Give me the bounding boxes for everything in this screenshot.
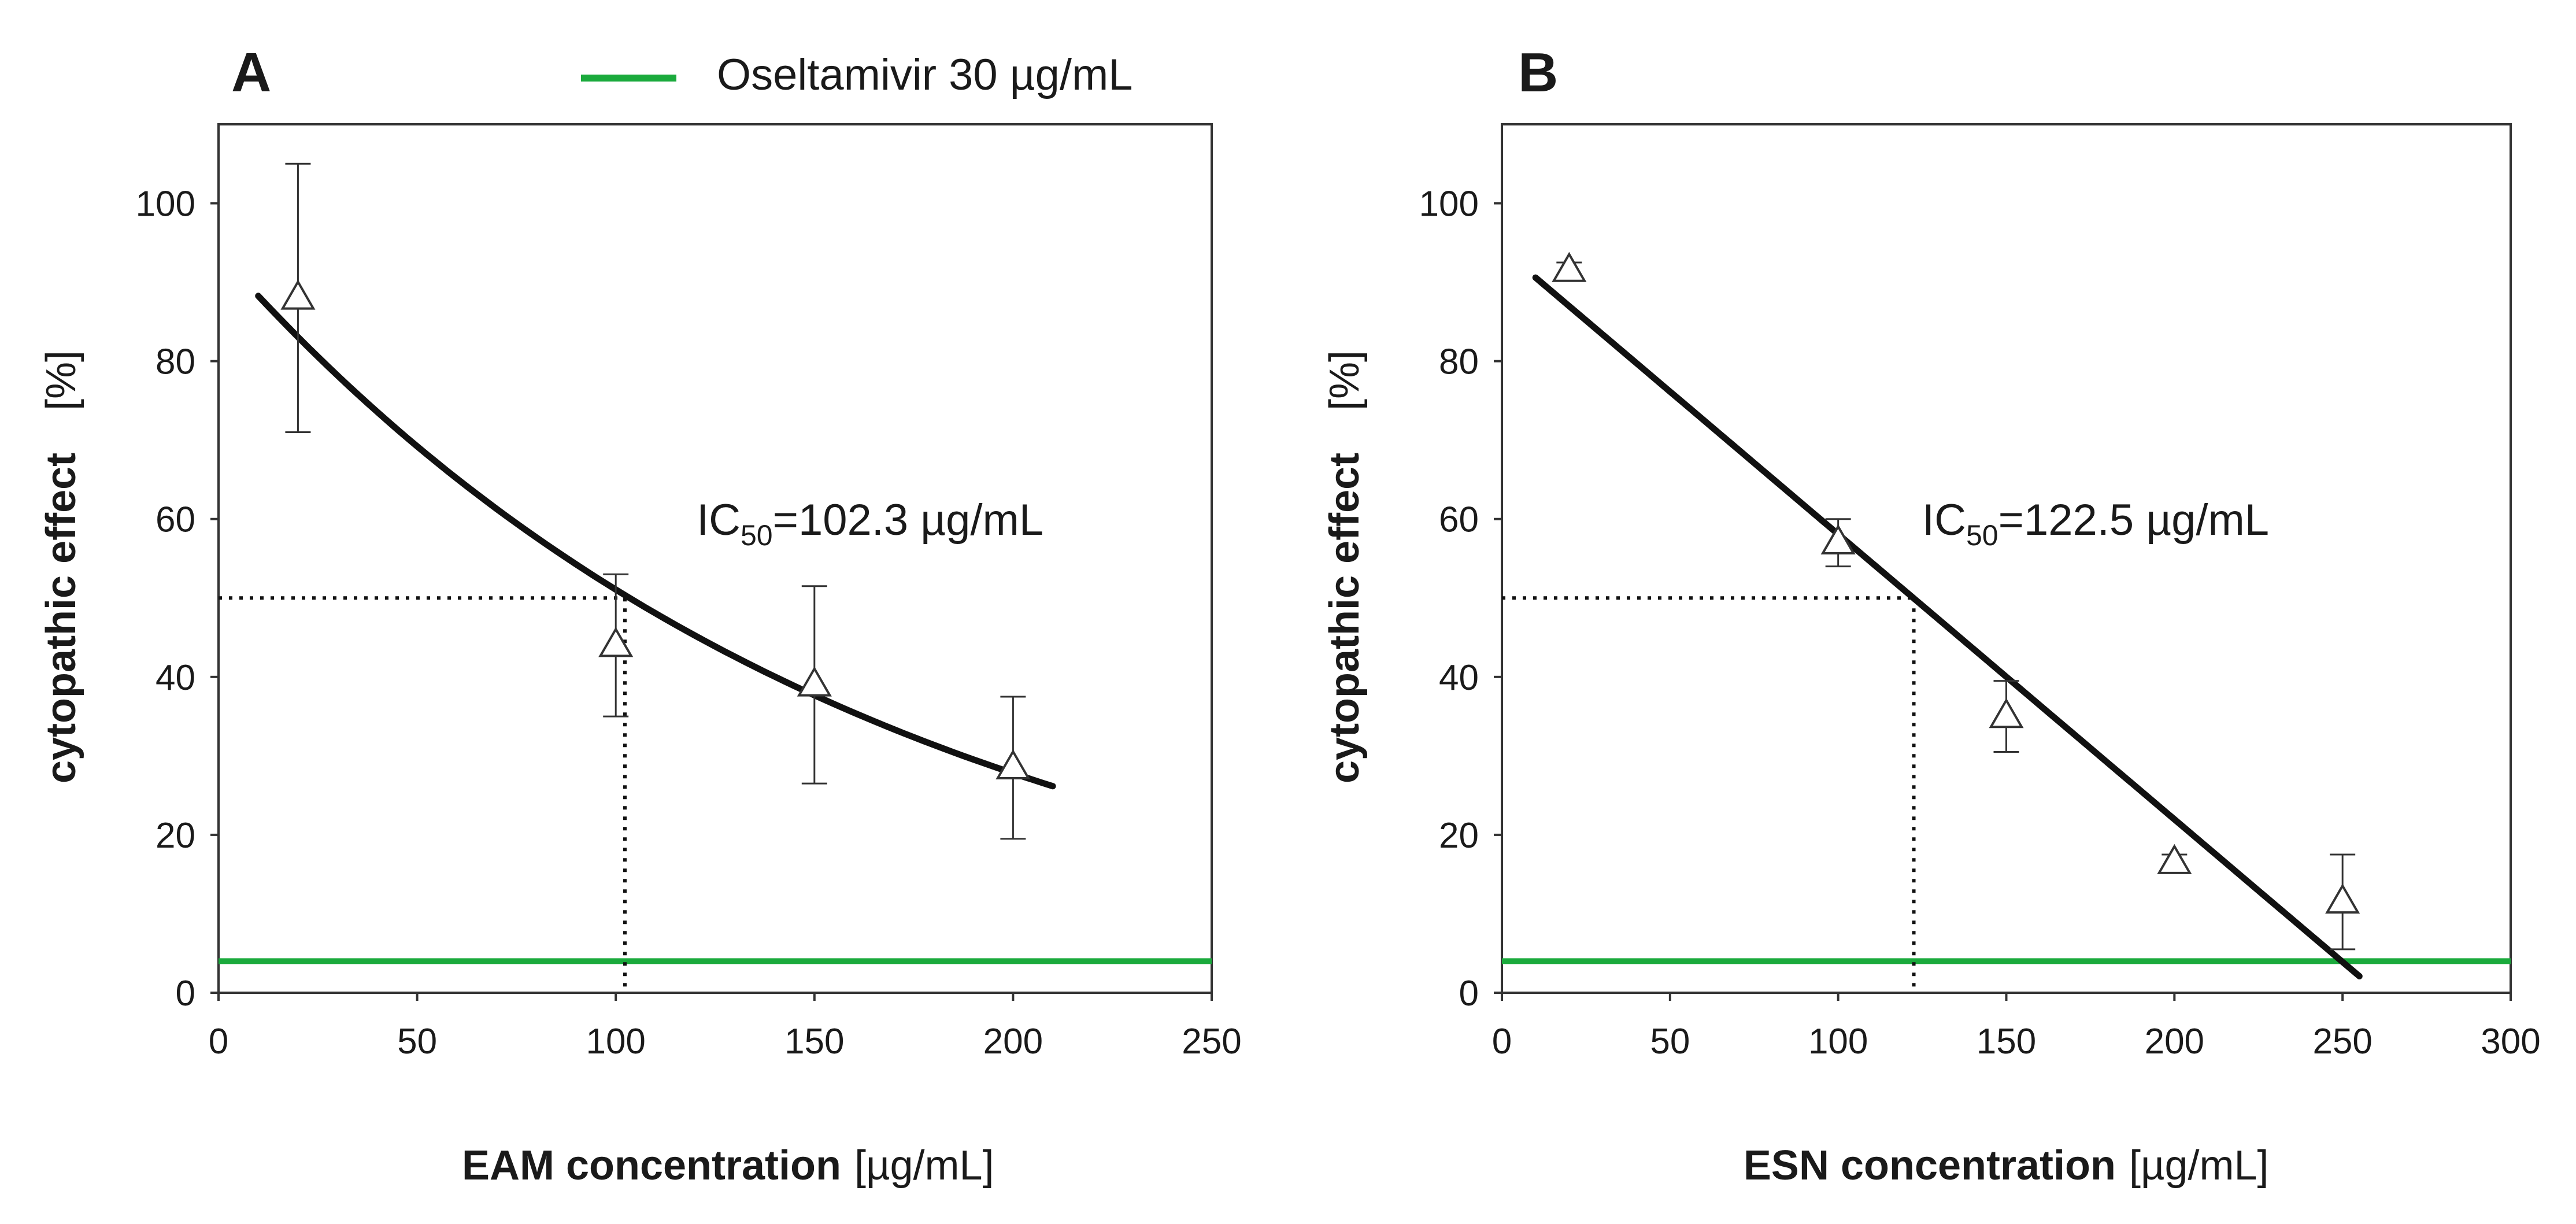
- svg-text:ESN concentration: ESN concentration: [1744, 1142, 2116, 1189]
- svg-text:EAM concentration: EAM concentration: [462, 1142, 841, 1189]
- panel-a-marks: [219, 162, 1212, 993]
- panel-b-ic50-value: =122.5 µg/mL: [1998, 495, 2269, 545]
- panel-a-y-tick-label: 80: [156, 342, 195, 382]
- panel-b-data-point: [1820, 524, 1856, 554]
- panel-a-ic50-value: =102.3 µg/mL: [773, 495, 1043, 545]
- panel-a-plot-frame: [217, 123, 1213, 994]
- panel-a-fit-line: [255, 293, 1056, 790]
- svg-text:cytopathic effect: cytopathic effect: [1322, 453, 1368, 783]
- panel-b-x-axis-title: ESN concentration [µg/mL]: [1744, 1142, 2269, 1189]
- panel-b-x-tick-label: 300: [2481, 1022, 2540, 1062]
- panel-b-data-point: [1989, 698, 2024, 729]
- panel-b-x-tick-label: 50: [1650, 1022, 1690, 1062]
- panel-a-x-tick-label: 100: [586, 1022, 645, 1062]
- panel-a-x-tick-label: 250: [1182, 1022, 1241, 1062]
- panel-a-ic50-prefix: IC: [697, 495, 741, 545]
- panel-a-x-tick-label: 150: [784, 1022, 844, 1062]
- panel-a-y-tick-label: 20: [156, 816, 195, 856]
- panel-a-x-tick-label: 50: [397, 1022, 437, 1062]
- legend: Oseltamivir 30 µg/mL: [581, 50, 1133, 99]
- panel-b-y-tick-label: 80: [1439, 342, 1479, 382]
- panel-b-x-tick-label: 150: [1977, 1022, 2036, 1062]
- panel-b-x-tick-label: 0: [1492, 1022, 1512, 1062]
- svg-text:cytopathic effect: cytopathic effect: [38, 453, 84, 783]
- panel-b: B 0 20 40 60 80 100 0 50 100 150 200 250 300 ESN con…: [1322, 42, 2541, 1189]
- panel-a-y-tick-label: 40: [156, 658, 195, 698]
- legend-label: Oseltamivir 30 µg/mL: [717, 50, 1133, 99]
- panel-b-y-tick-label: 100: [1419, 184, 1479, 224]
- panel-a-ic50-subscript: 50: [741, 519, 773, 552]
- panel-a-data-point: [797, 666, 832, 697]
- panel-a-data-point: [995, 749, 1031, 780]
- panel-a-xlabel: EAM concentration: [462, 1142, 841, 1189]
- panel-a-letter: A: [231, 42, 271, 103]
- panel-b-ic50-annotation: IC50=122.5 µg/mL: [1922, 495, 2269, 552]
- panel-b-xlabel-unit: [µg/mL]: [2129, 1142, 2269, 1189]
- panel-a-y-tick-label: 100: [136, 184, 195, 224]
- panel-b-y-tick-label: 20: [1439, 816, 1479, 856]
- panel-b-xlabel: ESN concentration: [1744, 1142, 2116, 1189]
- svg-text:[%]: [%]: [38, 350, 84, 411]
- panel-b-ylabel-unit: [%]: [1322, 350, 1368, 411]
- panel-b-y-tick-label: 40: [1439, 658, 1479, 698]
- panel-a-x-tick-label: 200: [983, 1022, 1043, 1062]
- panel-a-data-point: [598, 627, 634, 657]
- panel-b-ticks: 0 20 40 60 80 100 0 50 100 150 200 250 300: [1419, 184, 2541, 1062]
- panel-b-ic50-prefix: IC: [1922, 495, 1966, 545]
- panel-b-letter: B: [1518, 42, 1558, 103]
- panel-a-ic50-annotation: IC50=102.3 µg/mL: [697, 495, 1043, 552]
- svg-text:[µg/mL]: [µg/mL]: [854, 1142, 994, 1189]
- panel-a-data-point: [280, 279, 316, 310]
- panel-a: A 0 20 40 60 80 100 0 50 100 150 200 250 EAM concen…: [38, 42, 1242, 1189]
- panel-b-data-point: [1552, 252, 1587, 282]
- panel-b-data-point: [2157, 844, 2192, 874]
- panel-a-xlabel-unit: [µg/mL]: [854, 1142, 994, 1189]
- panel-b-ic50-subscript: 50: [1966, 519, 1998, 552]
- svg-text:[%]: [%]: [1322, 350, 1368, 411]
- panel-b-marks: [1502, 252, 2511, 993]
- panel-a-ylabel: cytopathic effect: [38, 453, 84, 783]
- panel-a-x-tick-label: 0: [209, 1022, 228, 1062]
- panel-a-y-tick-label: 60: [156, 500, 195, 540]
- svg-text:[µg/mL]: [µg/mL]: [2129, 1142, 2269, 1189]
- panel-a-ylabel-unit: [%]: [38, 350, 84, 411]
- panel-a-x-axis-title: EAM concentration [µg/mL]: [462, 1142, 994, 1189]
- panel-b-y-tick-label: 60: [1439, 500, 1479, 540]
- panel-a-y-tick-label: 0: [176, 974, 195, 1014]
- panel-b-plot-frame: [1501, 123, 2512, 994]
- panel-a-ticks: 0 20 40 60 80 100 0 50 100 150 200 250: [136, 184, 1242, 1062]
- panel-b-x-tick-label: 250: [2312, 1022, 2372, 1062]
- panel-b-y-tick-label: 0: [1459, 974, 1479, 1014]
- panel-b-y-axis-title: cytopathic effect [%]: [1322, 350, 1368, 783]
- panel-b-ylabel: cytopathic effect: [1322, 453, 1368, 783]
- panel-b-x-tick-label: 100: [1808, 1022, 1868, 1062]
- panel-b-fit-line: [1532, 274, 2363, 979]
- panel-b-data-point: [2325, 883, 2360, 914]
- panel-a-y-axis-title: cytopathic effect [%]: [38, 350, 84, 783]
- panel-b-x-tick-label: 200: [2145, 1022, 2204, 1062]
